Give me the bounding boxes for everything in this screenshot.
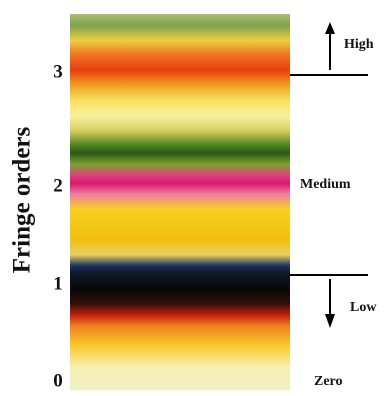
region-label: Low <box>350 300 377 315</box>
arrowhead <box>325 22 335 34</box>
fringe-chart: Fringe orders 0 1 2 3 High Medium Low Ze… <box>0 0 391 396</box>
arrowhead <box>325 314 335 328</box>
region-label: Medium <box>300 177 351 192</box>
tick-label: 3 <box>53 61 63 82</box>
axis-title: Fringe orders <box>9 126 36 273</box>
fringe-color-band <box>70 14 290 390</box>
tick-label: 2 <box>53 175 63 196</box>
tick-label: 1 <box>53 273 63 294</box>
tick-label: 0 <box>53 370 63 391</box>
region-label: High <box>344 37 374 52</box>
region-label: Zero <box>314 374 343 389</box>
